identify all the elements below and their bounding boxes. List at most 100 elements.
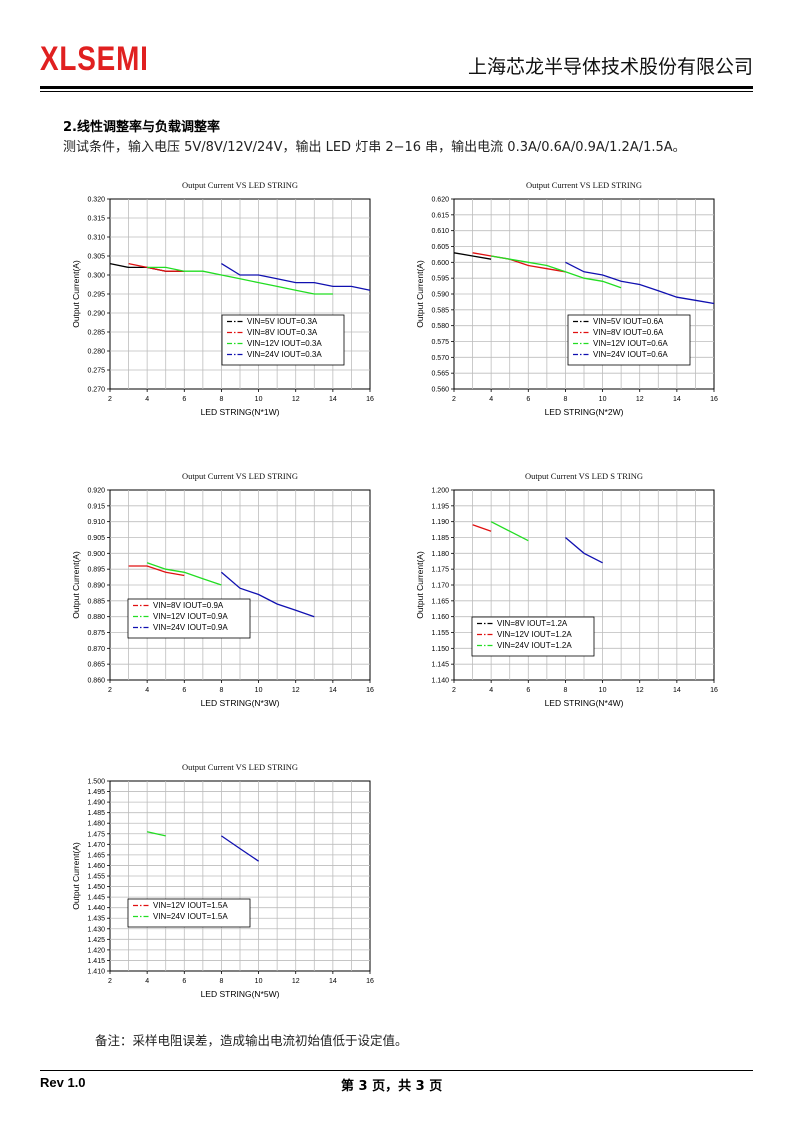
chart-1-ytick-label: 0.310 xyxy=(87,235,105,242)
chart-3w-svg: Output Current VS LED STRING 0.860 0.865 0.… xyxy=(71,471,374,708)
chart-5-ytick-label: 1.465 xyxy=(87,852,105,859)
chart-2-xtick-label: 14 xyxy=(673,396,681,403)
chart-1-xtick-label: 6 xyxy=(182,396,186,403)
chart-5-xlabel: LED STRING(N*5W) xyxy=(201,989,280,999)
chart-3-title: Output Current VS LED STRING xyxy=(182,471,298,481)
chart-1-legend-label: VIN=8V IOUT=0.3A xyxy=(247,328,318,337)
chart-2-ytick-label: 0.610 xyxy=(431,228,449,235)
chart-5-ytick-label: 1.490 xyxy=(87,800,105,807)
chart-4-xtick-label: 12 xyxy=(636,687,644,694)
chart-3-ylabel: Output Current(A) xyxy=(71,551,81,619)
chart-2-ytick-label: 0.580 xyxy=(431,323,449,330)
chart-3-ytick-label: 0.860 xyxy=(87,678,105,685)
chart-3-xtick-label: 4 xyxy=(145,687,149,694)
chart-1-legend xyxy=(221,314,345,366)
chart-5-legend-label: VIN=24V IOUT=1.5A xyxy=(153,912,228,921)
chart-5-ytick-label: 1.415 xyxy=(87,958,105,965)
chart-2-legend-label: VIN=5V IOUT=0.6A xyxy=(593,317,664,326)
chart-3-ytick-label: 0.870 xyxy=(87,646,105,653)
chart-1-legend-label: VIN=12V IOUT=0.3A xyxy=(247,339,322,348)
chart-5-ytick-label: 1.500 xyxy=(87,779,105,786)
chart-2-series-line xyxy=(565,261,715,305)
header-rule-thin xyxy=(40,91,753,92)
chart-4-ytick-label: 1.195 xyxy=(431,503,449,510)
chart-2-legend-label: VIN=12V IOUT=0.6A xyxy=(593,339,668,348)
chart-2-series-line xyxy=(472,252,566,273)
chart-3-series-line xyxy=(128,565,185,577)
chart-5-ytick-label: 1.445 xyxy=(87,895,105,902)
chart-4-ytick-label: 1.180 xyxy=(431,551,449,558)
chart-1-xtick-label: 8 xyxy=(219,396,223,403)
chart-1w-svg: Output Current VS LED STRING 0.270 0.275 0.… xyxy=(71,180,374,417)
chart-5-ytick-label: 1.440 xyxy=(87,905,105,912)
chart-2-legend xyxy=(567,314,691,366)
chart-1-ytick-label: 0.315 xyxy=(87,216,105,223)
test-conditions: 测试条件，输入电压 5V/8V/12V/24V，输出 LED 灯串 2−16 串… xyxy=(63,140,686,155)
chart-4-xtick-label: 8 xyxy=(563,687,567,694)
chart-2-ytick-label: 0.615 xyxy=(431,212,449,219)
chart-1-ytick-label: 0.270 xyxy=(87,387,105,394)
chart-3-series-line xyxy=(220,571,315,618)
chart-4-series-line xyxy=(490,521,529,542)
chart-1-series-line xyxy=(221,263,371,291)
chart-3-xtick-label: 12 xyxy=(292,687,300,694)
chart-3-ytick-label: 0.920 xyxy=(87,488,105,495)
chart-4-xtick-label: 14 xyxy=(673,687,681,694)
chart-5-ytick-label: 1.435 xyxy=(87,916,105,923)
chart-5w: Output Current VS LED STRING 1.410 1.415 1.… xyxy=(62,758,402,1013)
chart-1-xtick-label: 14 xyxy=(329,396,337,403)
chart-1-ytick-label: 0.300 xyxy=(87,273,105,280)
chart-1-ytick-label: 0.295 xyxy=(87,292,105,299)
chart-4-xtick-label: 16 xyxy=(710,687,718,694)
chart-4-ytick-label: 1.185 xyxy=(431,535,449,542)
chart-3-ytick-label: 0.890 xyxy=(87,583,105,590)
chart-3-ytick-label: 0.880 xyxy=(87,614,105,621)
chart-3-ytick-label: 0.900 xyxy=(87,551,105,558)
chart-4-series-line xyxy=(472,524,492,532)
chart-1-ytick-label: 0.285 xyxy=(87,330,105,337)
chart-1-legend-label: VIN=24V IOUT=0.3A xyxy=(247,350,322,359)
chart-1-xtick-label: 10 xyxy=(255,396,263,403)
chart-2-xtick-label: 10 xyxy=(599,396,607,403)
chart-2-ytick-label: 0.570 xyxy=(431,355,449,362)
company-logo: XLSEMI xyxy=(40,40,149,78)
chart-1-ytick-label: 0.275 xyxy=(87,368,105,375)
chart-3-series-line xyxy=(146,562,222,586)
chart-5-series-line xyxy=(146,831,166,837)
chart-4-legend-label: VIN=12V IOUT=1.2A xyxy=(497,630,572,639)
chart-2-ytick-label: 0.605 xyxy=(431,244,449,251)
chart-1-ytick-label: 0.280 xyxy=(87,349,105,356)
chart-5-ytick-label: 1.495 xyxy=(87,789,105,796)
chart-4-ytick-label: 1.165 xyxy=(431,598,449,605)
chart-1-xtick-label: 4 xyxy=(145,396,149,403)
chart-5-xtick-label: 14 xyxy=(329,978,337,985)
chart-5-ytick-label: 1.425 xyxy=(87,937,105,944)
chart-3-legend-label: VIN=8V IOUT=0.9A xyxy=(153,601,224,610)
chart-3-legend-label: VIN=24V IOUT=0.9A xyxy=(153,623,228,632)
chart-2-ytick-label: 0.575 xyxy=(431,339,449,346)
chart-5-ytick-label: 1.420 xyxy=(87,947,105,954)
header-rule xyxy=(40,86,753,89)
chart-5-xtick-label: 16 xyxy=(366,978,374,985)
chart-1-ylabel: Output Current(A) xyxy=(71,260,81,328)
chart-1-ytick-label: 0.320 xyxy=(87,197,105,204)
chart-4-ytick-label: 1.145 xyxy=(431,662,449,669)
chart-5-xtick-label: 6 xyxy=(182,978,186,985)
chart-3-xtick-label: 6 xyxy=(182,687,186,694)
chart-5-xtick-label: 8 xyxy=(219,978,223,985)
chart-4-xtick-label: 2 xyxy=(452,687,456,694)
section-title: 2.线性调整率与负载调整率 xyxy=(63,120,220,135)
chart-1-ytick-label: 0.305 xyxy=(87,254,105,261)
chart-3-ytick-label: 0.915 xyxy=(87,503,105,510)
chart-3-ytick-label: 0.875 xyxy=(87,630,105,637)
chart-5-ytick-label: 1.430 xyxy=(87,926,105,933)
chart-2-xtick-label: 12 xyxy=(636,396,644,403)
chart-3-xtick-label: 8 xyxy=(219,687,223,694)
chart-5-xtick-label: 12 xyxy=(292,978,300,985)
chart-3-xtick-label: 2 xyxy=(108,687,112,694)
chart-4-ytick-label: 1.175 xyxy=(431,567,449,574)
chart-4-ytick-label: 1.140 xyxy=(431,678,449,685)
footer-rule xyxy=(40,1070,753,1071)
chart-3-xtick-label: 14 xyxy=(329,687,337,694)
chart-2-xlabel: LED STRING(N*2W) xyxy=(545,407,624,417)
